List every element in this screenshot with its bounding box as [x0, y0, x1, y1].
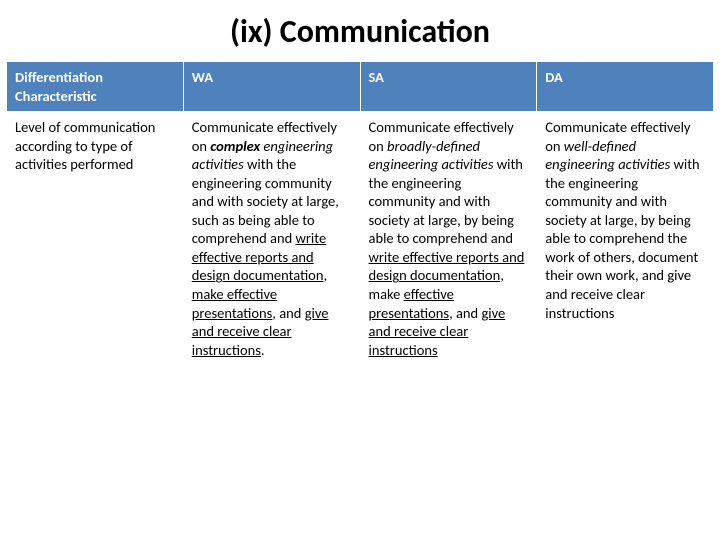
table-header-row: Differentiation Characteristic WA SA DA: [7, 62, 714, 112]
cell-da: Communicate effectively on well-defined …: [537, 112, 714, 366]
cell-sa: Communicate effectively on broadly-defin…: [360, 112, 537, 366]
header-sa: SA: [360, 62, 537, 112]
table-row: Level of communication according to type…: [7, 112, 714, 366]
header-diff-char: Differentiation Characteristic: [7, 62, 184, 112]
slide-title: (ix) Communication: [6, 12, 714, 51]
row-label: Level of communication according to type…: [7, 112, 184, 366]
header-da: DA: [537, 62, 714, 112]
header-wa: WA: [183, 62, 360, 112]
cell-wa: Communicate effectively on complex engin…: [183, 112, 360, 366]
comparison-table: Differentiation Characteristic WA SA DA …: [6, 61, 714, 366]
